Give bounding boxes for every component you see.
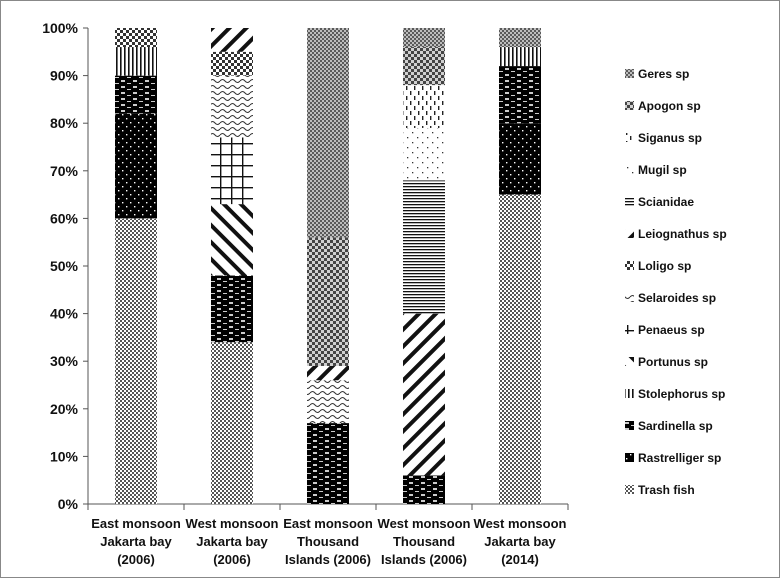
legend-label: Loligo sp: [638, 259, 691, 273]
legend-swatch: [625, 485, 634, 494]
bar-segment-selaroides-sp: [211, 75, 253, 138]
legend-label: Portunus sp: [638, 355, 708, 369]
bar-segment-trash-fish: [499, 194, 541, 504]
legend-label: Apogon sp: [638, 99, 701, 113]
legend-label: Stolephorus sp: [638, 387, 725, 401]
y-tick-label: 50%: [50, 258, 79, 274]
x-category-label: West monsoon Thousand Islands (2006): [378, 516, 471, 567]
legend-swatch: [625, 389, 634, 398]
legend-swatch: [625, 357, 634, 366]
bar-segment-trash-fish: [115, 218, 157, 504]
bar-segment-penaeus-sp: [211, 137, 253, 205]
bar-segment-geres-sp: [499, 28, 541, 48]
legend-label: Rastrelliger sp: [638, 451, 721, 465]
legend-swatch: [625, 165, 634, 174]
legend-swatch: [625, 133, 634, 142]
bar-segment-stolephorus-sp: [499, 47, 541, 67]
legend-label: Trash fish: [638, 483, 695, 497]
bar-segment-selaroides-sp: [307, 380, 349, 424]
y-tick-label: 70%: [50, 163, 79, 179]
x-category-label: East monsoon Thousand Islands (2006): [283, 516, 373, 567]
bar-segment-sardinella-sp: [499, 66, 541, 124]
x-category-label: East monsoon Jakarta bay (2006): [91, 516, 181, 567]
legend-label: Mugil sp: [638, 163, 687, 177]
y-tick-label: 10%: [50, 448, 79, 464]
bar-segment-sardinella-sp: [211, 275, 253, 343]
bar-segment-stolephorus-sp: [115, 47, 157, 76]
y-tick-label: 100%: [42, 20, 78, 36]
bar-segment-sardinella-sp: [307, 423, 349, 504]
bar-segment-geres-sp: [403, 28, 445, 48]
legend-label: Penaeus sp: [638, 323, 705, 337]
bar-segment-sardinella-sp: [115, 75, 157, 114]
bar-segment-siganus-sp: [403, 85, 445, 128]
bar-segment-leiognathus-sp: [403, 313, 445, 476]
y-tick-label: 40%: [50, 306, 79, 322]
y-tick-label: 20%: [50, 401, 79, 417]
y-tick-label: 80%: [50, 115, 79, 131]
bar-segment-apogon-sp: [307, 237, 349, 366]
bar-segment-leiognathus-sp: [211, 28, 253, 52]
bar-segment-apogon-sp: [403, 47, 445, 86]
x-category-label: West monsoon Jakarta bay (2014): [474, 516, 567, 567]
legend-swatch: [625, 325, 634, 334]
legend-swatch: [625, 453, 634, 462]
legend-label: Leiognathus sp: [638, 227, 727, 241]
legend-label: Geres sp: [638, 67, 689, 81]
bar-segment-rastrelliger-sp: [115, 113, 157, 219]
y-tick-label: 90%: [50, 68, 79, 84]
bar-segment-portunus-sp: [211, 204, 253, 276]
legend-label: Sardinella sp: [638, 419, 713, 433]
legend-swatch: [625, 421, 634, 430]
legend-swatch: [625, 293, 634, 302]
legend-swatch: [625, 229, 634, 238]
legend-swatch: [625, 69, 634, 78]
bar-segment-trash-fish: [211, 342, 253, 504]
legend-swatch: [625, 197, 634, 206]
y-tick-label: 0%: [58, 496, 79, 512]
bar-segment-geres-sp: [307, 28, 349, 238]
legend-swatch: [625, 261, 634, 270]
bar-segment-loligo-sp: [211, 51, 253, 76]
legend-swatch: [625, 101, 634, 110]
bar-segment-sardinella-sp: [403, 475, 445, 504]
x-category-label: West monsoon Jakarta bay (2006): [186, 516, 279, 567]
bar-segment-scianidae: [403, 180, 445, 314]
legend-label: Scianidae: [638, 195, 694, 209]
bar-segment-loligo-sp: [115, 28, 157, 48]
bar-segment-rastrelliger-sp: [499, 123, 541, 195]
y-tick-label: 30%: [50, 353, 79, 369]
y-tick-label: 60%: [50, 210, 79, 226]
bar-segment-leiognathus-sp: [307, 365, 349, 381]
legend-label: Selaroides sp: [638, 291, 716, 305]
bar-segment-mugil-sp: [403, 127, 445, 181]
legend-label: Siganus sp: [638, 131, 702, 145]
